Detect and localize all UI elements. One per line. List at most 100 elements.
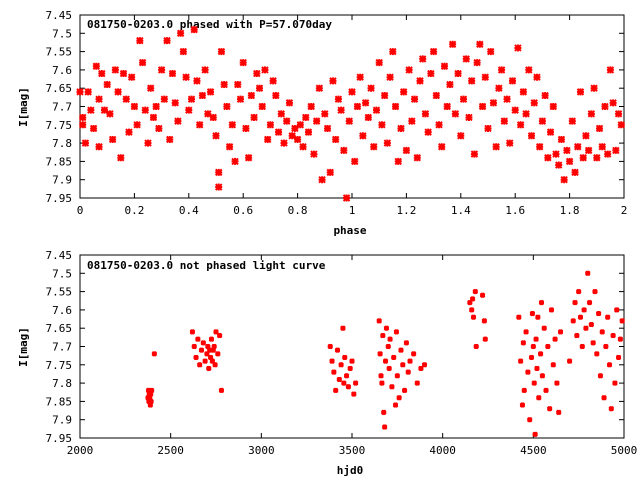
x-tick-label: 3500 (339, 444, 366, 457)
data-point (609, 99, 617, 107)
data-point (76, 88, 84, 96)
data-point (208, 336, 215, 342)
data-point (617, 336, 624, 342)
data-point (594, 351, 600, 357)
data-point (394, 373, 401, 379)
data-point (614, 307, 620, 313)
data-point (205, 343, 211, 350)
data-point (329, 77, 337, 85)
data-point (599, 329, 605, 335)
data-point (614, 110, 623, 118)
data-point (568, 117, 577, 125)
data-point (467, 77, 476, 85)
data-point (516, 314, 522, 320)
data-point (215, 183, 223, 191)
y-tick-label: 7.75 (46, 119, 73, 132)
data-point (396, 395, 402, 401)
y-tick-label: 7.85 (46, 155, 73, 168)
data-point (612, 146, 620, 155)
data-point (122, 95, 130, 103)
data-point (603, 150, 612, 158)
data-point (211, 343, 217, 350)
data-point (108, 135, 117, 144)
data-point (481, 318, 488, 324)
x-tick-label: 0.6 (233, 204, 253, 217)
data-point (193, 354, 199, 361)
data-point (511, 106, 519, 114)
data-point (421, 362, 428, 368)
data-point (468, 307, 475, 313)
y-tick-label: 7.9 (52, 174, 72, 187)
data-point (575, 288, 582, 295)
data-point (318, 175, 326, 184)
data-point (103, 80, 111, 89)
data-point (179, 47, 188, 56)
data-point (144, 139, 152, 147)
data-point (536, 395, 542, 401)
data-point (255, 84, 264, 92)
data-point (307, 102, 315, 111)
data-point (410, 351, 417, 357)
data-point (341, 380, 347, 386)
data-point (353, 102, 362, 111)
y-tick-label: 7.75 (46, 359, 73, 372)
data-point (608, 406, 615, 412)
data-point (331, 369, 337, 375)
data-point (528, 354, 535, 361)
y-tick-label: 7.95 (46, 192, 73, 205)
data-point (382, 358, 389, 364)
data-point (440, 62, 449, 70)
x-axis-label: phase (333, 224, 366, 237)
data-point (421, 110, 430, 118)
data-point (495, 84, 503, 92)
data-point (438, 143, 446, 151)
data-point (408, 117, 416, 125)
y-tick-label: 7.45 (46, 9, 73, 22)
data-point (250, 113, 258, 122)
data-point (364, 113, 373, 122)
data-point (520, 340, 527, 346)
data-point (407, 358, 413, 364)
data-point (403, 340, 410, 346)
data-point (337, 106, 345, 114)
plot-frame (79, 254, 625, 439)
data-point (148, 398, 154, 405)
data-point (419, 55, 427, 63)
data-point (331, 135, 340, 144)
data-point (585, 270, 591, 277)
chart-title: 081750-0203.0 not phased light curve (87, 259, 326, 272)
chart-panel-unphased: 081750-0203.0 not phased light curve I[m… (17, 249, 637, 477)
data-point (79, 113, 87, 122)
x-tick-label: 0.4 (179, 204, 199, 217)
data-point (405, 369, 411, 375)
data-point (356, 73, 364, 81)
data-point (383, 325, 390, 331)
data-point (352, 380, 359, 386)
data-point (604, 314, 611, 320)
data-point (312, 117, 321, 125)
data-point (593, 154, 601, 162)
x-tick-label: 3000 (248, 444, 275, 457)
data-point (263, 135, 272, 144)
data-point (370, 143, 378, 151)
data-point (361, 99, 370, 107)
data-point (215, 168, 223, 177)
data-point (380, 91, 389, 100)
data-point (451, 110, 460, 118)
data-point (190, 25, 198, 34)
data-point (168, 69, 177, 78)
data-point (386, 73, 394, 81)
data-point (191, 343, 197, 350)
data-point (541, 91, 549, 100)
data-point (157, 66, 166, 74)
data-point (141, 106, 149, 114)
chart-title: 081750-0203.0 phased with P=57.070day (87, 18, 332, 31)
data-point (210, 347, 216, 353)
data-point (95, 95, 103, 103)
x-tick-label: 2500 (157, 444, 184, 457)
data-point (397, 124, 405, 133)
data-point (563, 146, 571, 155)
data-point (269, 77, 277, 85)
data-point (446, 80, 454, 89)
data-point (617, 121, 625, 129)
